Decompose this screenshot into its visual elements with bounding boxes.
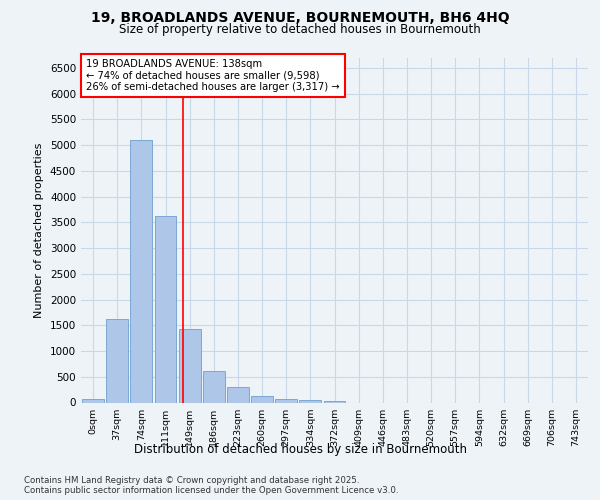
Bar xyxy=(106,319,128,402)
Text: 19 BROADLANDS AVENUE: 138sqm
← 74% of detached houses are smaller (9,598)
26% of: 19 BROADLANDS AVENUE: 138sqm ← 74% of de… xyxy=(86,59,340,92)
Text: Size of property relative to detached houses in Bournemouth: Size of property relative to detached ho… xyxy=(119,22,481,36)
Bar xyxy=(179,330,200,402)
Bar xyxy=(130,140,152,402)
Bar xyxy=(275,398,297,402)
Bar xyxy=(203,371,224,402)
Text: Distribution of detached houses by size in Bournemouth: Distribution of detached houses by size … xyxy=(133,442,467,456)
Bar xyxy=(227,386,249,402)
Bar xyxy=(299,400,321,402)
Text: Contains HM Land Registry data © Crown copyright and database right 2025.
Contai: Contains HM Land Registry data © Crown c… xyxy=(24,476,398,495)
Bar xyxy=(251,396,273,402)
Text: 19, BROADLANDS AVENUE, BOURNEMOUTH, BH6 4HQ: 19, BROADLANDS AVENUE, BOURNEMOUTH, BH6 … xyxy=(91,11,509,25)
Y-axis label: Number of detached properties: Number of detached properties xyxy=(34,142,44,318)
Bar xyxy=(82,398,104,402)
Bar xyxy=(155,216,176,402)
